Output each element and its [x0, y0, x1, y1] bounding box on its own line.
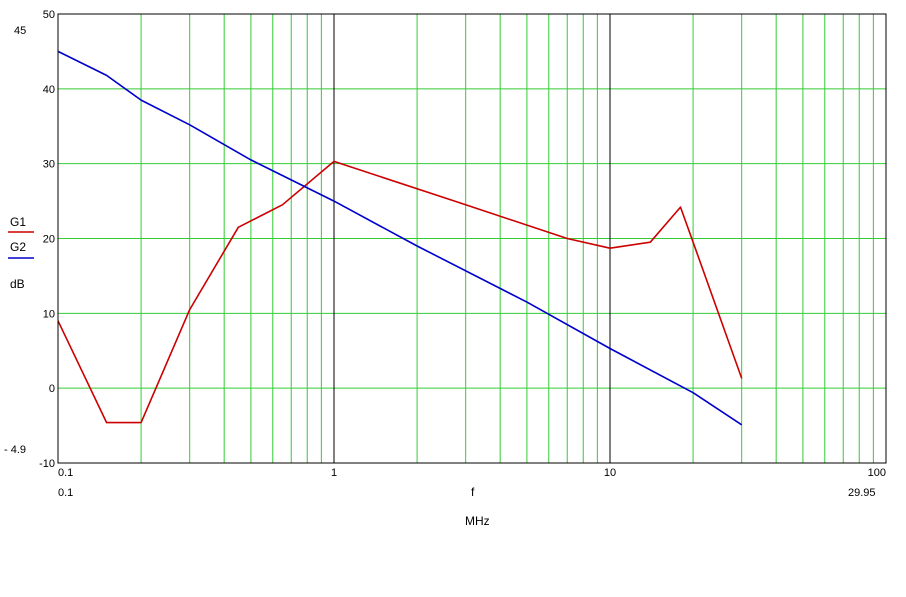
major-gridlines	[333, 14, 611, 463]
x-tick-label: 0.1	[58, 467, 73, 479]
plot-frame	[57, 13, 887, 464]
x-tick-label: 100	[868, 467, 886, 479]
y-tick-labels: -10 0 10 20 30 40 50	[39, 9, 55, 470]
x-tick-labels: 0.1 1 10 100	[58, 467, 886, 479]
y-tick-label: 0	[49, 383, 55, 395]
y-axis-unit: dB	[10, 277, 25, 291]
y-tick-label: 40	[43, 84, 55, 96]
y-tick-label: 50	[43, 9, 55, 21]
legend-label-g1: G1	[10, 215, 26, 229]
y-tick-label: -10	[39, 458, 55, 470]
series-line-g1	[57, 160, 743, 424]
legend: G1 G2 dB	[8, 215, 34, 291]
series-layer	[57, 50, 743, 426]
legend-label-g2: G2	[10, 240, 26, 254]
x-tick-label: 10	[604, 467, 616, 479]
y-tick-label: 10	[43, 308, 55, 320]
x-max-marker: 29.95	[848, 487, 876, 499]
x-min-marker: 0.1	[58, 487, 73, 499]
x-axis-label: f	[471, 485, 475, 499]
y-max-marker: 45	[14, 25, 26, 37]
y-min-marker: - 4.9	[4, 444, 26, 456]
x-axis-unit: MHz	[465, 514, 490, 528]
y-tick-label: 30	[43, 159, 55, 171]
x-tick-label: 1	[331, 467, 337, 479]
minor-gridlines	[58, 14, 886, 463]
series-line-g2	[57, 50, 743, 426]
y-tick-label: 20	[43, 234, 55, 246]
